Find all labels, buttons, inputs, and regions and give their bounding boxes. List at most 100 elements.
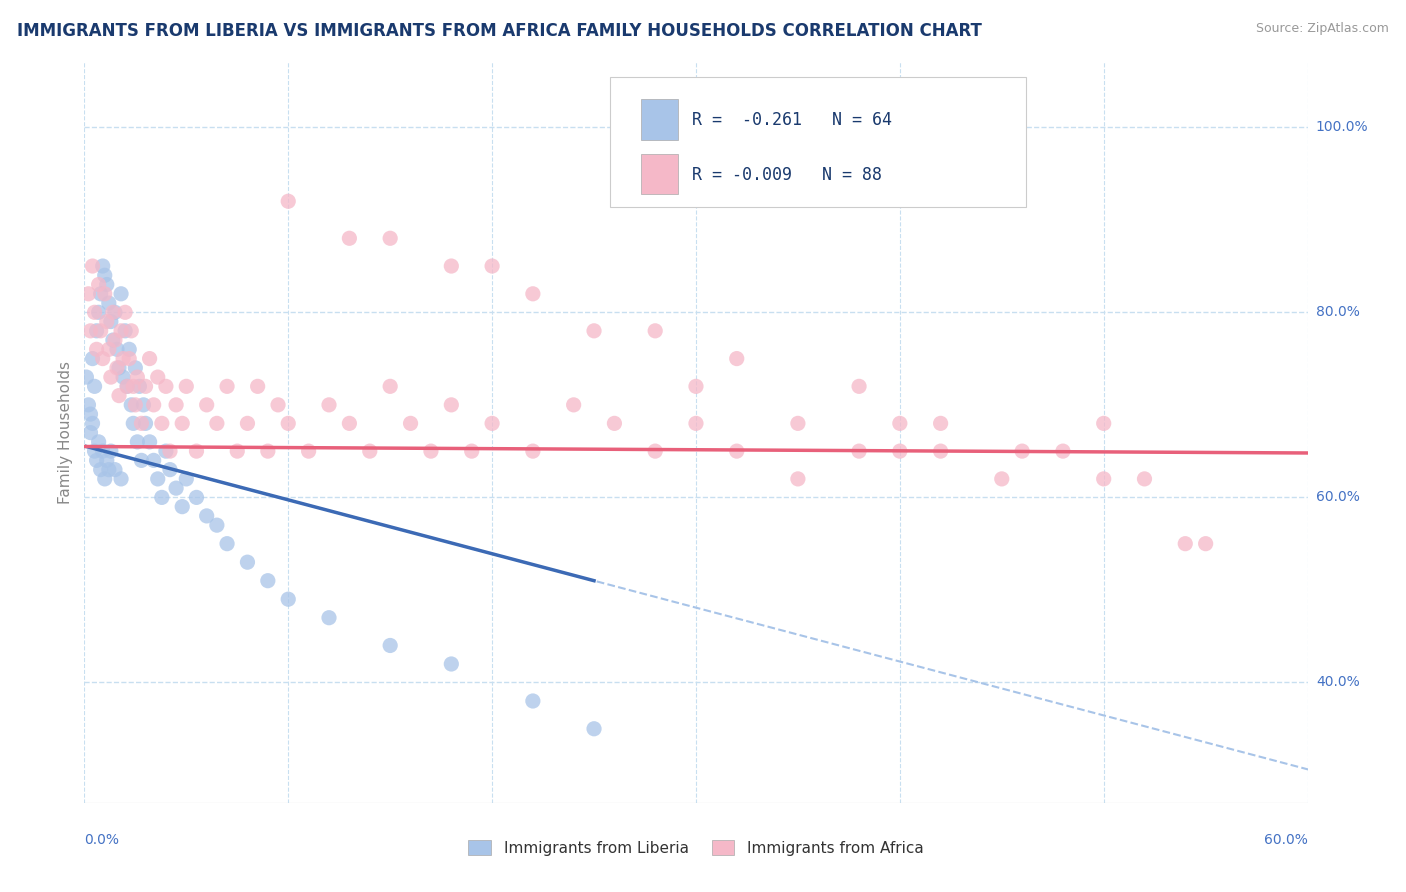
Point <box>172 417 194 431</box>
Point <box>277 417 299 431</box>
Point <box>77 398 100 412</box>
Point <box>583 722 606 736</box>
Point <box>101 305 124 319</box>
Point <box>165 481 187 495</box>
Point <box>195 398 218 412</box>
Point <box>150 417 173 431</box>
Point <box>1195 536 1218 550</box>
Legend: Immigrants from Liberia, Immigrants from Africa: Immigrants from Liberia, Immigrants from… <box>463 834 929 862</box>
Point <box>142 453 165 467</box>
Point <box>138 434 160 449</box>
Point <box>399 417 422 431</box>
Point <box>420 444 443 458</box>
Point <box>97 296 120 310</box>
Point <box>118 351 141 366</box>
Point <box>75 370 97 384</box>
Text: 60.0%: 60.0% <box>1316 491 1360 504</box>
Point <box>205 417 228 431</box>
Point <box>100 370 122 384</box>
Point <box>96 277 118 292</box>
Text: 100.0%: 100.0% <box>1316 120 1368 134</box>
Bar <box>641 153 678 194</box>
Point <box>91 351 114 366</box>
Point <box>91 259 114 273</box>
Point <box>110 472 132 486</box>
Point <box>87 305 110 319</box>
Point <box>96 315 118 329</box>
Point <box>97 343 120 357</box>
Point <box>86 324 108 338</box>
Text: IMMIGRANTS FROM LIBERIA VS IMMIGRANTS FROM AFRICA FAMILY HOUSEHOLDS CORRELATION : IMMIGRANTS FROM LIBERIA VS IMMIGRANTS FR… <box>17 22 981 40</box>
Point <box>146 472 169 486</box>
Point <box>481 259 503 273</box>
Point <box>79 407 101 421</box>
Text: 60.0%: 60.0% <box>1264 833 1308 847</box>
Point <box>848 379 870 393</box>
Point <box>87 434 110 449</box>
Point <box>889 444 911 458</box>
Point <box>226 444 249 458</box>
Point <box>1174 536 1197 550</box>
Point <box>257 574 280 588</box>
Point <box>174 379 197 393</box>
Point <box>120 398 142 412</box>
Point <box>929 417 952 431</box>
Text: R =  -0.261   N = 64: R = -0.261 N = 64 <box>692 112 893 129</box>
Point <box>128 379 150 393</box>
Point <box>105 343 128 357</box>
Point <box>79 425 101 440</box>
Point <box>97 462 120 476</box>
Point <box>91 444 114 458</box>
Point <box>115 379 138 393</box>
Point <box>787 417 810 431</box>
Point <box>100 444 122 458</box>
Point <box>108 389 131 403</box>
Point <box>277 592 299 607</box>
Point <box>725 444 748 458</box>
Point <box>114 324 136 338</box>
Point <box>195 508 218 523</box>
Point <box>93 268 115 283</box>
Point <box>339 417 361 431</box>
Point <box>100 315 122 329</box>
Point <box>267 398 290 412</box>
Point <box>90 462 112 476</box>
Point <box>124 360 146 375</box>
Point <box>86 343 108 357</box>
Point <box>318 398 340 412</box>
Point <box>339 231 361 245</box>
Point <box>685 417 707 431</box>
Point <box>122 379 145 393</box>
Point <box>131 417 153 431</box>
Point <box>82 259 104 273</box>
Point <box>217 536 239 550</box>
Point <box>87 277 110 292</box>
Text: Source: ZipAtlas.com: Source: ZipAtlas.com <box>1256 22 1389 36</box>
Point <box>522 286 544 301</box>
Text: 0.0%: 0.0% <box>84 833 120 847</box>
Text: 80.0%: 80.0% <box>1316 305 1360 319</box>
Point <box>135 417 157 431</box>
Point <box>105 360 128 375</box>
Point <box>77 286 100 301</box>
Point <box>159 444 181 458</box>
Point <box>380 379 402 393</box>
Point <box>114 305 136 319</box>
Point <box>1052 444 1074 458</box>
Point <box>93 472 115 486</box>
Point <box>318 611 340 625</box>
Point <box>108 360 131 375</box>
Point <box>440 398 463 412</box>
Point <box>481 417 503 431</box>
Point <box>562 398 585 412</box>
Point <box>118 343 141 357</box>
Point <box>644 324 666 338</box>
Point <box>83 305 105 319</box>
Point <box>135 379 157 393</box>
Point <box>246 379 269 393</box>
Point <box>1011 444 1033 458</box>
Point <box>186 491 208 505</box>
Point <box>236 555 259 569</box>
Point <box>146 370 169 384</box>
Point <box>725 351 748 366</box>
